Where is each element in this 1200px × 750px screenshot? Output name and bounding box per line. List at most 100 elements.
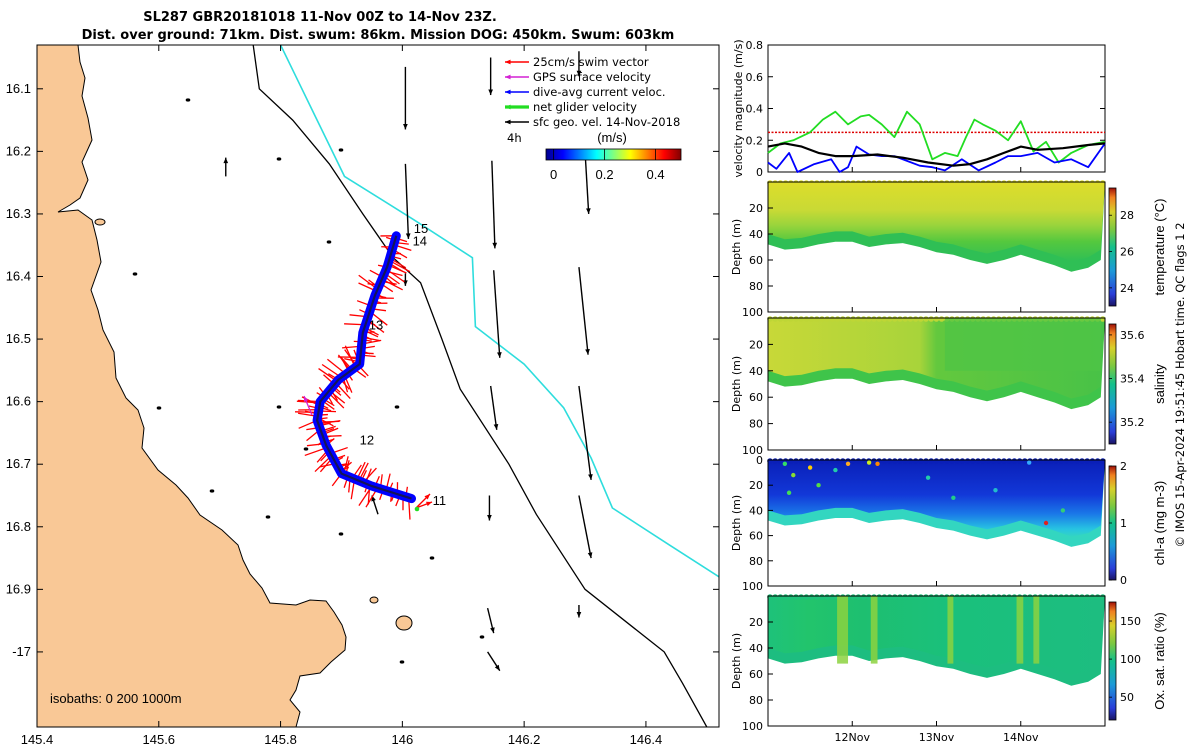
- swim-vector-end: [415, 501, 433, 509]
- chla-surface-sample: [1084, 458, 1090, 464]
- colorbar-tick-label: 0.4: [646, 167, 664, 182]
- legend-item: GPS surface velocity: [505, 70, 651, 84]
- salinity-surface-sample: [902, 316, 908, 322]
- legend-label: 25cm/s swim vector: [533, 55, 649, 69]
- map-x-tick-label: 146.2: [508, 732, 541, 747]
- temperature-y-tick-label: 40: [749, 228, 763, 241]
- chla-surface-sample: [1011, 458, 1018, 464]
- temperature-surface-sample: [782, 180, 789, 186]
- temperature-colorbar: [1108, 187, 1117, 307]
- chla-surface-sample: [938, 458, 945, 464]
- legend-item: net glider velocity: [505, 100, 637, 114]
- chla-surface-sample: [886, 458, 893, 464]
- temperature-surface-sample: [1048, 180, 1054, 186]
- geo-vector-arrow-head: [490, 627, 495, 634]
- chla-colorbar-label: chl-a (mg m-3): [1152, 481, 1167, 566]
- temperature-surface-sample: [840, 180, 846, 186]
- day-label: 15: [414, 221, 428, 236]
- salinity-surface-sample: [871, 316, 877, 322]
- geo-vector-arrow: [576, 51, 582, 77]
- chla-colorbar-tick-label: 2: [1120, 460, 1127, 473]
- chla-sample-point: [845, 461, 851, 466]
- legend-label: dive-avg current veloc.: [533, 85, 666, 99]
- chla-sample-point: [816, 483, 821, 488]
- map-y-tick-label: 16.7: [6, 456, 31, 471]
- geo-vector-arrow: [578, 267, 590, 355]
- legend-item: dive-avg current veloc.: [505, 85, 666, 99]
- temperature-surface-sample: [871, 180, 877, 186]
- oxygen-surface-sample: [777, 594, 784, 600]
- salinity-surface-sample: [881, 316, 888, 322]
- salinity-surface-sample: [855, 316, 862, 322]
- salinity-surface-sample: [876, 316, 882, 322]
- chla-surface-sample: [918, 458, 924, 464]
- legend-arrow-head: [505, 74, 511, 80]
- salinity-surface-sample: [928, 316, 934, 322]
- chla-surface-sample: [985, 458, 992, 464]
- geo-vector-arrow: [491, 160, 498, 249]
- temperature-surface-sample: [1068, 180, 1075, 186]
- oxygen-y-tick-label: 40: [749, 642, 763, 655]
- oxygen-surface-sample: [1079, 594, 1085, 600]
- chla-y-tick-label: 100: [742, 580, 763, 593]
- salinity-y-label: Depth (m): [730, 356, 743, 412]
- oxygen-high-band: [947, 596, 954, 664]
- temperature-surface-sample: [1042, 180, 1049, 186]
- chla-sample-point: [1043, 520, 1049, 526]
- oxygen-surface-sample: [912, 594, 919, 600]
- oxygen-surface-sample: [902, 594, 908, 600]
- temperature-surface-sample: [1006, 180, 1012, 186]
- geo-vector-dot: [479, 635, 485, 639]
- oxygen-surface-sample: [866, 594, 872, 600]
- swim-vector-end-head: [424, 494, 430, 500]
- salinity-surface-sample: [824, 316, 830, 322]
- gps-velocity-arrow: [303, 395, 313, 416]
- salinity-y-tick-label: 100: [742, 444, 763, 457]
- swim-vector-end-head: [426, 501, 432, 507]
- velocity-y-label: velocity magnitude (m/s): [732, 39, 745, 177]
- geo-vector-arrow-head: [488, 89, 493, 96]
- oxygen-surface-sample: [1048, 594, 1054, 600]
- salinity-surface-sample: [845, 316, 851, 322]
- oxygen-surface-sample: [938, 594, 945, 600]
- salinity-y-tick-label: 20: [749, 338, 763, 351]
- temperature-surface-sample: [1001, 180, 1007, 186]
- geo-vector-dot: [265, 515, 271, 519]
- chla-surface-sample: [970, 458, 976, 464]
- geo-vector-dot: [394, 405, 400, 409]
- geo-vector-arrow: [584, 151, 591, 214]
- temperature-surface-sample: [886, 180, 893, 186]
- oxygen-y-tick-label: 100: [742, 720, 763, 733]
- temperature-surface-sample: [860, 180, 867, 186]
- salinity-colorbar-tick-label: 35.2: [1120, 416, 1145, 429]
- chla-surface-sample: [1063, 458, 1070, 464]
- salinity-surface-sample: [897, 316, 903, 322]
- legend-arrow-head: [505, 119, 511, 125]
- isobaths-label: isobaths: 0 200 1000m: [50, 691, 182, 706]
- chla-surface-sample: [881, 458, 888, 464]
- geo-vector-arrow: [403, 66, 408, 130]
- salinity-colorbar: [1108, 323, 1117, 445]
- map-y-tick-label: 16.2: [6, 143, 31, 158]
- oxygen-surface-sample: [959, 594, 966, 600]
- geo-vector-arrow-head: [588, 474, 593, 480]
- legend-arrow: [505, 89, 529, 95]
- map-y-tick-label: 16.4: [6, 269, 31, 284]
- oxygen-surface-sample: [1084, 594, 1090, 600]
- chla-surface-sample: [1089, 458, 1096, 464]
- oxygen-surface-sample: [980, 594, 986, 600]
- geo-vector-dot: [429, 556, 435, 560]
- time-axis-label: 12Nov: [835, 731, 871, 744]
- gps-velocity-arrow-head: [303, 396, 309, 402]
- oxygen-colorbar: [1108, 601, 1117, 721]
- temperature-surface-sample: [1074, 180, 1080, 186]
- oxygen-surface-sample: [897, 594, 903, 600]
- salinity-panel: 20 40 60 80 100 Depth (m) 35.2 35.4 35.6 salinity: [730, 316, 1167, 457]
- temperature-surface-sample: [902, 180, 908, 186]
- chla-surface-sample: [892, 458, 898, 464]
- temperature-surface-sample: [777, 180, 784, 186]
- legend-arrow: [505, 104, 529, 110]
- chla-surface-sample: [772, 458, 778, 464]
- time-axis-label: 13Nov: [919, 731, 955, 744]
